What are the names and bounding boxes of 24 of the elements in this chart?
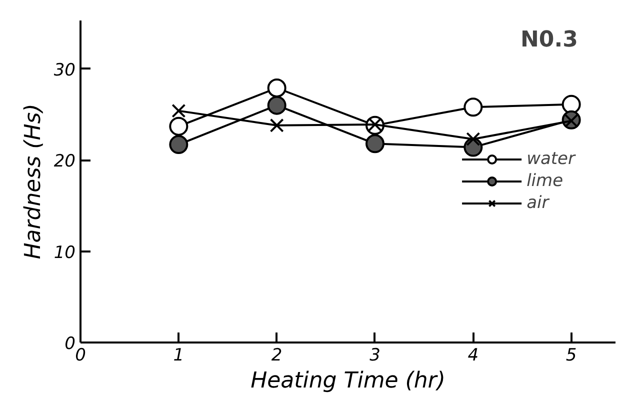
point (169, 135, 188, 154)
point (267, 96, 286, 115)
point (365, 134, 384, 154)
x-tick-label: 5 (566, 346, 577, 366)
y-tick-label: 20 (54, 152, 76, 172)
point (270, 118, 284, 132)
point (562, 94, 581, 114)
legend-label: air (526, 193, 549, 213)
x-tick-label: 1 (173, 346, 184, 366)
x-tick-label: 4 (468, 346, 479, 366)
legend-label: lime (526, 171, 564, 191)
point (464, 98, 483, 117)
x-tick-label: 3 (370, 346, 380, 366)
point (169, 116, 188, 136)
point (172, 104, 186, 118)
point (466, 132, 480, 146)
legend-label: water (526, 149, 575, 169)
y-tick-label: 10 (54, 242, 76, 263)
chart-title: N0.3 (520, 28, 578, 52)
point (267, 78, 286, 98)
y-axis-title: Hardness (Hs) (20, 104, 46, 260)
x-axis-title: Heating Time (hr) (250, 368, 446, 394)
x-tick-label: 2 (271, 346, 282, 366)
y-tick-label: 30 (54, 60, 76, 80)
